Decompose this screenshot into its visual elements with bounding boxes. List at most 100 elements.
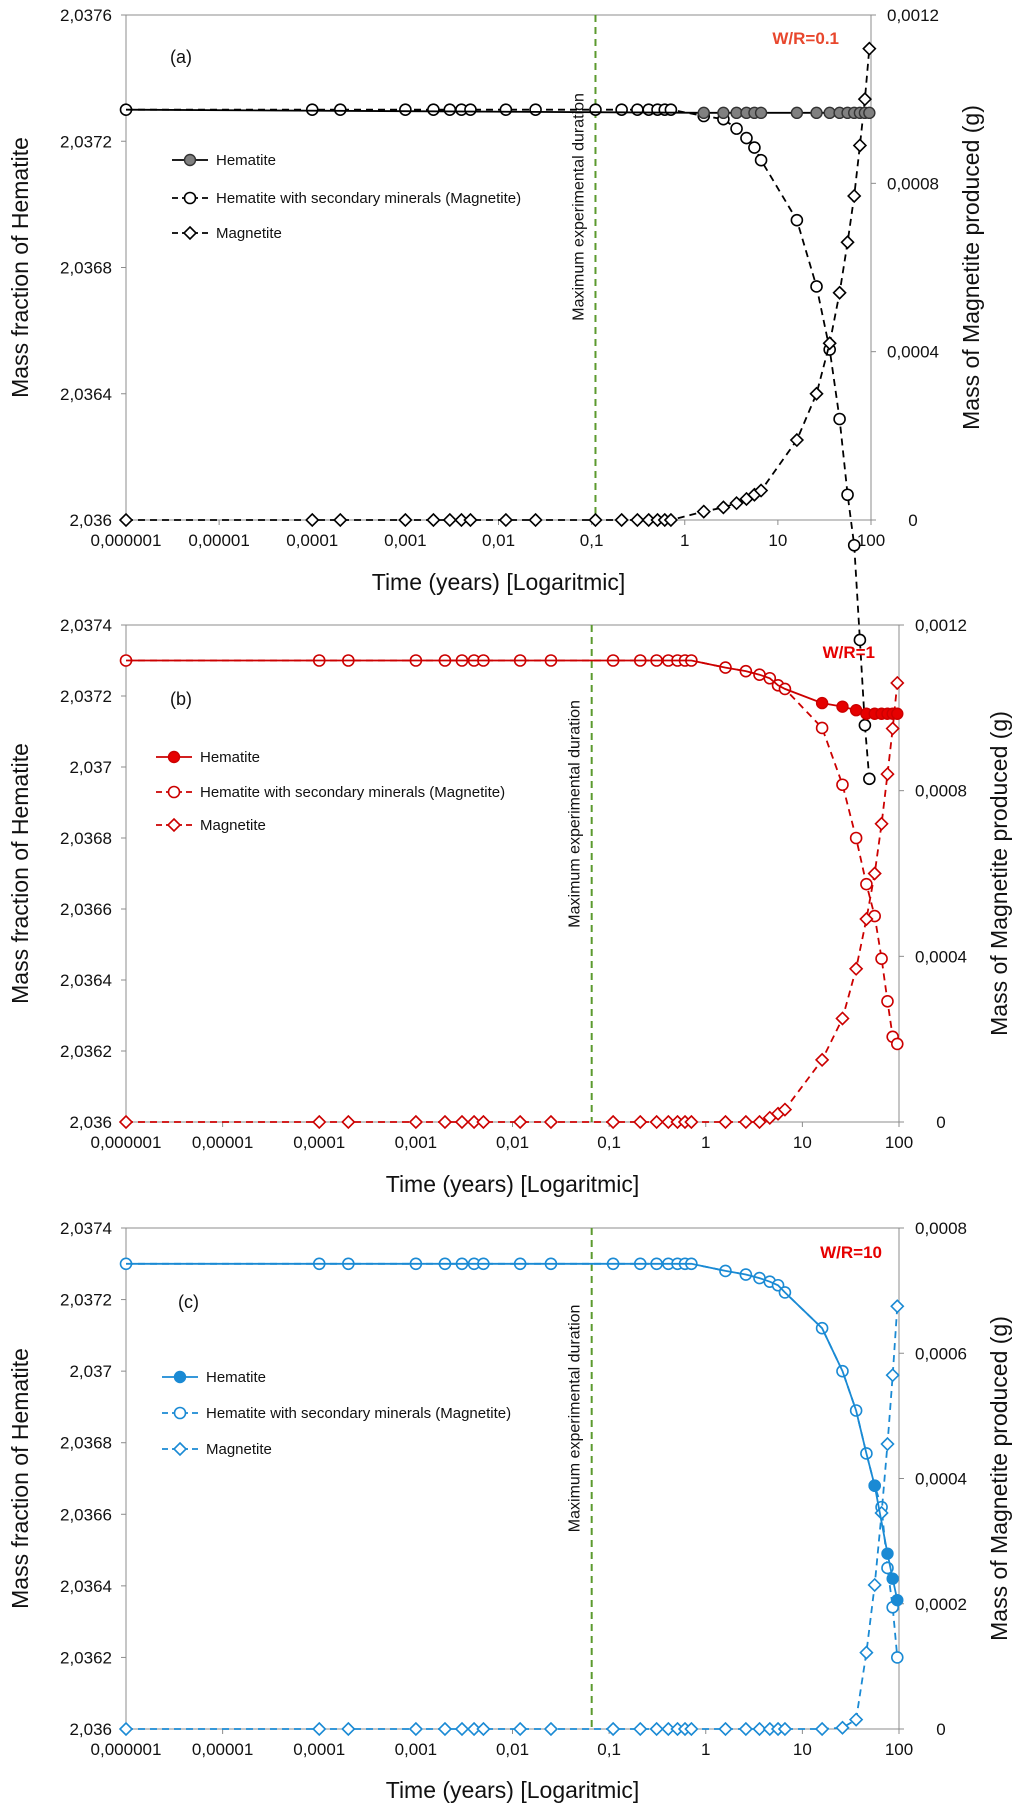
series-3-point [543, 1721, 559, 1737]
series-1-point [810, 106, 823, 120]
y-tick-label: 2,036 [69, 1720, 112, 1739]
series-2-point [881, 994, 894, 1008]
legend-marker [183, 153, 197, 167]
series-1-point [754, 106, 768, 120]
series-3-point [543, 1114, 559, 1130]
x-tick-label: 0,000001 [91, 1133, 162, 1152]
series-3-point [118, 1721, 134, 1737]
x-tick-label: 1 [701, 1740, 710, 1759]
y-tick-label: 2,0372 [60, 1291, 112, 1310]
legend-marker [173, 1406, 187, 1420]
series-3-point [498, 512, 514, 528]
x-tick-label: 100 [885, 1740, 913, 1759]
series-3-point [809, 386, 824, 401]
x-tick-label: 1 [701, 1133, 710, 1152]
y-tick-label: 2,0374 [60, 616, 112, 635]
x-tick-label: 0,000001 [91, 1740, 162, 1759]
series-3-point [789, 432, 805, 448]
series-2-point [858, 718, 872, 732]
series-3-point [814, 1721, 830, 1737]
series-2-point [730, 122, 743, 135]
series-2-point [790, 213, 804, 227]
series-2-point [399, 103, 412, 116]
series-2-point [836, 778, 849, 792]
series-3-point [832, 285, 847, 300]
y2-axis-label: Mass of Magnetite produced (g) [986, 1316, 1012, 1641]
series-3-point [442, 512, 457, 528]
series-1-point [891, 1593, 904, 1607]
y-tick-label: 2,0374 [60, 1219, 112, 1238]
series-3-point [862, 41, 877, 56]
series-3-point [426, 512, 441, 528]
plot-area [125, 14, 872, 521]
series-1-point [849, 704, 863, 717]
series-2-point [833, 412, 846, 426]
legend-marker [182, 225, 198, 241]
series-3-point [814, 1052, 830, 1068]
chart-panel-3: 0,000001 0,00001 0,0001 0,001 0,01 0,1 1 10 100 2… [7, 1219, 1012, 1803]
series-3-point [630, 512, 645, 528]
series-1-point [868, 1479, 881, 1492]
legend-entry: Hematite [206, 1369, 266, 1386]
series-3-point [408, 1721, 424, 1737]
series-2-point [849, 831, 863, 845]
series-3-point [437, 1114, 453, 1130]
series-3-point [718, 1721, 733, 1737]
legend-marker [167, 785, 181, 799]
legend-entry: Magnetite [206, 1441, 272, 1458]
series-3-point [312, 1114, 327, 1130]
y-tick-label: 2,0364 [60, 1577, 112, 1596]
y-tick-label: 2,0368 [60, 829, 112, 848]
series-3-point [859, 911, 874, 927]
series-3-point [885, 1368, 900, 1383]
y2-tick-label: 0,0004 [887, 343, 939, 362]
series-3-point [880, 766, 895, 782]
series-2-point [875, 952, 888, 966]
series-3-point [588, 512, 603, 528]
series-2-point [810, 280, 823, 293]
series-3-point [118, 512, 134, 528]
series-3-point [857, 92, 873, 107]
series-3-point [835, 1720, 850, 1735]
x-tick-label: 0,00001 [188, 531, 249, 550]
series-2-point [529, 103, 542, 116]
y-tick-label: 2,0366 [60, 1505, 112, 1524]
y2-tick-label: 0,0008 [915, 782, 967, 801]
series-3-point [684, 1721, 699, 1737]
y-tick-label: 2,0368 [60, 1434, 112, 1453]
legend-marker [167, 750, 181, 764]
series-3-point [777, 1721, 793, 1737]
x-axis-label: Time (years) [Logaritmic] [386, 1171, 639, 1197]
series-3-point [454, 1721, 470, 1737]
y-tick-label: 2,0366 [60, 900, 112, 919]
series-1-point [891, 707, 904, 720]
x-tick-label: 1 [680, 531, 689, 550]
series-2-point [890, 1651, 904, 1664]
y-tick-label: 2,0376 [60, 6, 112, 25]
y2-tick-label: 0,0004 [915, 947, 967, 966]
y2-tick-label: 0,0012 [887, 6, 939, 25]
chart-panel-2: 0,000001 0,00001 0,0001 0,001 0,01 0,1 1 10 100 2… [7, 616, 1012, 1197]
x-tick-label: 0,001 [384, 531, 427, 550]
series-3-point [738, 1721, 753, 1737]
series-3-point [605, 1114, 621, 1130]
series-1-point [790, 106, 804, 120]
series-2-point [631, 103, 644, 116]
series-3-point [880, 1436, 895, 1452]
y2-axis-label: Mass of Magnetite produced (g) [986, 711, 1012, 1036]
legend-entry: Hematite with secondary minerals (Magnet… [216, 190, 521, 207]
y-tick-label: 2,0362 [60, 1648, 112, 1667]
series-line-2 [126, 659, 899, 1045]
series-3-point [729, 496, 744, 511]
series-2-point [847, 538, 861, 552]
y-tick-label: 2,037 [69, 758, 112, 777]
x-tick-label: 0,001 [395, 1133, 438, 1152]
series-3-point [661, 1721, 676, 1737]
legend-marker [172, 1441, 188, 1457]
series-3-point [867, 1577, 882, 1593]
series-1-point [717, 106, 730, 120]
legend-entry: Magnetite [200, 817, 266, 834]
series-3-point [463, 512, 478, 528]
series-3-point [753, 483, 769, 498]
y-tick-label: 2,0364 [60, 971, 112, 990]
